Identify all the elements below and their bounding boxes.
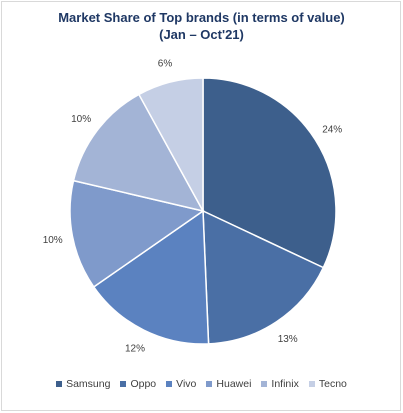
legend-label: Huawei <box>216 378 252 390</box>
data-label-infinix: 10% <box>71 114 91 125</box>
pie-labels: 24% 13% 12% 10% 10% 6% <box>43 58 343 354</box>
legend-item-huawei: Huawei <box>206 378 251 390</box>
legend-item-vivo: Vivo <box>166 378 196 390</box>
legend-item-infinix: Infinix <box>261 378 299 390</box>
legend-label: Infinix <box>271 378 299 390</box>
legend-swatch <box>56 381 63 387</box>
legend-swatch <box>206 381 213 387</box>
legend-label: Tecno <box>318 378 347 390</box>
pie-slice-vivo <box>92 209 210 345</box>
chart-title-block: Market Share of Top brands (in terms of … <box>0 9 403 43</box>
pie-slice-samsung <box>202 77 337 269</box>
legend-item-oppo: Oppo <box>120 378 156 390</box>
chart-subtitle: (Jan – Oct'21) <box>159 27 244 42</box>
data-label-oppo: 13% <box>278 334 298 345</box>
legend-swatch <box>166 381 173 387</box>
pie-slice-tecno <box>137 77 204 212</box>
pie-slice-oppo <box>202 209 325 345</box>
data-label-vivo: 12% <box>125 344 145 355</box>
legend-item-samsung: Samsung <box>56 378 110 390</box>
legend-label: Vivo <box>176 378 197 390</box>
chart-title: Market Share of Top brands (in terms of … <box>58 10 345 25</box>
legend-swatch <box>308 381 315 387</box>
data-label-tecno: 6% <box>158 58 173 69</box>
legend-swatch <box>261 381 268 387</box>
legend-item-tecno: Tecno <box>308 378 347 390</box>
legend: Samsung Oppo Vivo Huawei Infinix Tecno <box>0 378 403 390</box>
pie-slice-infinix <box>72 93 205 213</box>
pie-slice-huawei <box>69 179 205 288</box>
legend-swatch <box>120 381 127 387</box>
legend-label: Oppo <box>130 378 157 390</box>
data-label-samsung: 24% <box>322 125 342 136</box>
data-label-huawei: 10% <box>43 235 63 246</box>
pie-slices <box>69 77 337 345</box>
legend-label: Samsung <box>66 378 111 390</box>
